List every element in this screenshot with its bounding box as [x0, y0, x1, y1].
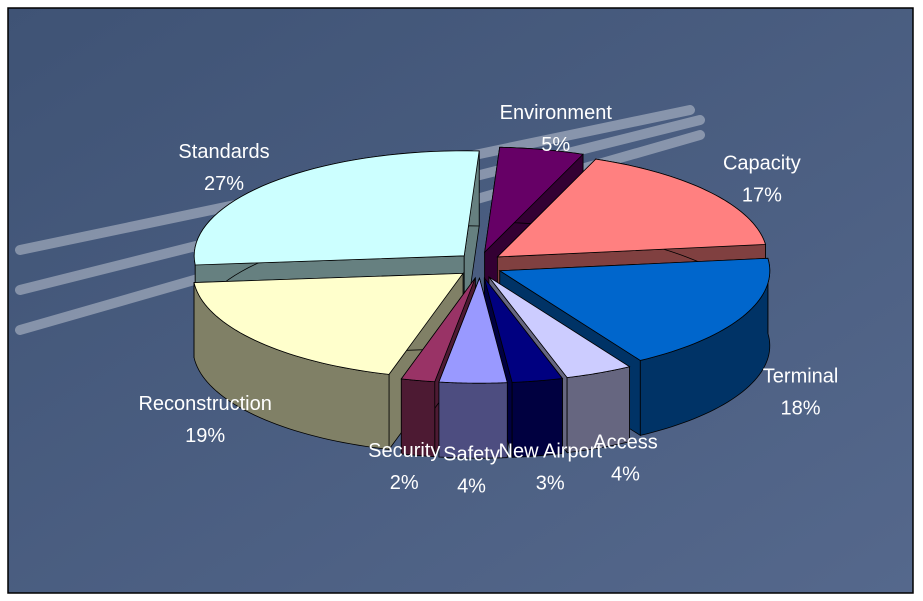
category-label: Safety: [443, 443, 500, 465]
slice: [498, 257, 771, 361]
value-label: 5%: [541, 134, 570, 156]
value-label: 4%: [457, 475, 486, 497]
value-label: 27%: [204, 173, 244, 195]
slice: [496, 158, 767, 258]
value-label: 3%: [536, 473, 565, 495]
slice-tops: [193, 146, 771, 384]
category-label: Reconstruction: [138, 393, 271, 415]
category-label: Access: [593, 431, 657, 453]
value-label: 18%: [781, 397, 821, 419]
slice: [488, 276, 631, 378]
slice: [438, 276, 508, 384]
value-label: 2%: [390, 472, 419, 494]
category-label: New Airport: [499, 441, 603, 463]
category-label: Standards: [178, 141, 269, 163]
slice: [484, 146, 584, 254]
category-label: Capacity: [723, 152, 801, 174]
labels: Standards 27% Environment 5% Capacity 17% Term…: [138, 102, 838, 497]
slice: [400, 277, 476, 383]
slice: [193, 150, 480, 266]
value-label: 19%: [185, 425, 225, 447]
category-label: Environment: [500, 102, 613, 124]
value-label: 4%: [611, 463, 640, 485]
value-label: 17%: [742, 184, 782, 206]
slice: [193, 272, 464, 375]
slice: [483, 277, 564, 383]
category-label: Security: [368, 440, 440, 462]
category-label: Terminal: [763, 365, 839, 387]
